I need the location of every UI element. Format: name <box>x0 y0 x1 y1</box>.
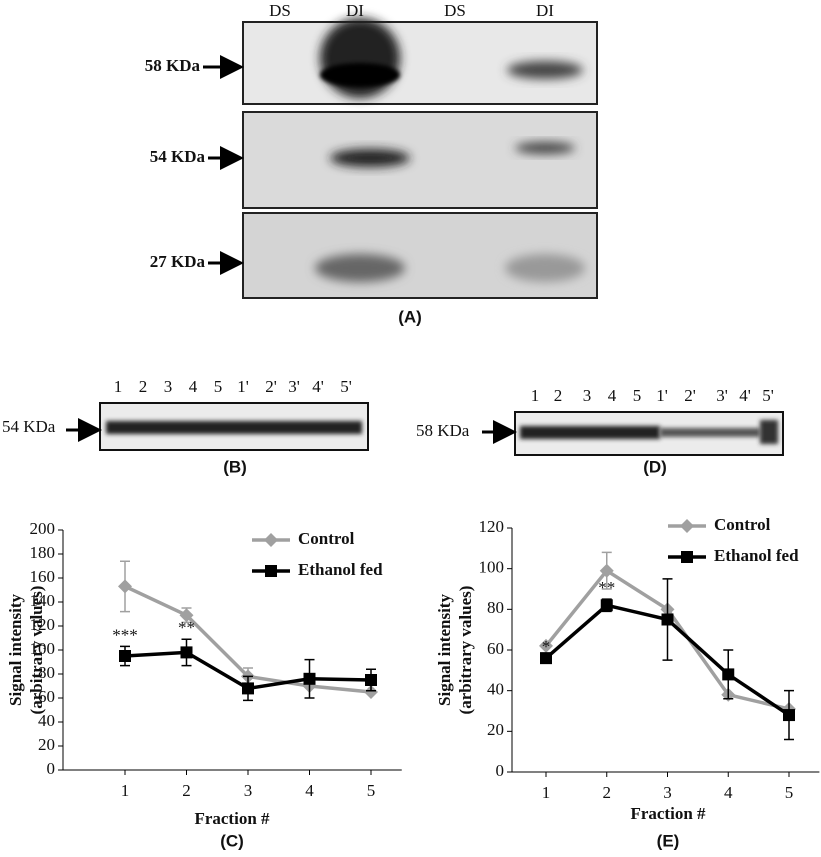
lane-label: 4 <box>608 386 617 405</box>
legend-label: Control <box>714 515 771 534</box>
panel-label: (A) <box>398 307 422 326</box>
legend-label: Ethanol fed <box>298 560 383 579</box>
blot-a <box>242 18 598 299</box>
y-tick-label: 100 <box>479 558 505 577</box>
data-point <box>722 668 735 681</box>
data-point <box>364 685 378 699</box>
x-tick-label: 2 <box>182 781 191 800</box>
chart-label: (C) <box>220 831 244 850</box>
x-tick-label: 1 <box>121 781 130 800</box>
y-tick-label: 80 <box>38 663 55 682</box>
data-point <box>365 674 377 686</box>
panel-label: (D) <box>643 457 667 476</box>
x-axis-label: Fraction # <box>630 804 706 823</box>
y-tick-label: 140 <box>30 591 56 610</box>
band-label: 54 KDa <box>150 147 206 166</box>
lane-label: 1 <box>114 377 123 396</box>
lane-label: 5 <box>633 386 642 405</box>
data-point <box>600 599 613 612</box>
x-tick-label: 2 <box>603 783 612 802</box>
annotation: *** <box>112 625 138 644</box>
legend-marker <box>264 533 278 547</box>
data-point <box>118 579 132 594</box>
lane-label: 5' <box>340 377 352 396</box>
lane-label: 5 <box>214 377 223 396</box>
annotation: * <box>542 637 551 656</box>
y-tick-label: 160 <box>30 567 56 586</box>
x-tick-label: 3 <box>663 783 672 802</box>
panel-label: (B) <box>223 457 247 476</box>
y-tick-label: 0 <box>47 759 56 778</box>
y-tick-label: 120 <box>30 615 56 634</box>
band-label: 54 KDa <box>2 417 56 436</box>
band-label: 27 KDa <box>150 252 206 271</box>
y-tick-label: 60 <box>38 687 55 706</box>
data-point <box>303 672 316 685</box>
data-point <box>783 709 795 722</box>
y-tick-label: 40 <box>487 680 504 699</box>
lane-label: 1' <box>656 386 668 405</box>
x-tick-label: 3 <box>244 781 253 800</box>
y-tick-label: 100 <box>30 639 56 658</box>
x-tick-label: 5 <box>367 781 376 800</box>
annotation: ** <box>178 618 195 637</box>
data-point <box>180 646 193 659</box>
lane-label: 5' <box>762 386 774 405</box>
y-axis-label: (arbitrary values) <box>27 586 46 715</box>
data-point <box>179 608 194 623</box>
band-label: 58 KDa <box>145 56 201 75</box>
lane-label: 3 <box>164 377 173 396</box>
data-point <box>661 613 674 626</box>
legend-label: Control <box>298 529 355 548</box>
lane-label: 4' <box>312 377 324 396</box>
blot-d <box>514 411 784 456</box>
y-tick-label: 20 <box>38 735 55 754</box>
lane-label: 4' <box>739 386 751 405</box>
y-axis-label: (arbitrary values) <box>456 586 475 715</box>
x-tick-label: 1 <box>542 783 551 802</box>
band-label: 58 KDa <box>416 421 470 440</box>
lane-label: 2' <box>684 386 696 405</box>
legend-label: Ethanol fed <box>714 546 799 565</box>
x-axis-label: Fraction # <box>194 809 270 828</box>
y-tick-label: 120 <box>479 517 505 536</box>
chart-label: (E) <box>657 831 680 850</box>
lane-label: 3' <box>716 386 728 405</box>
y-tick-label: 20 <box>487 720 504 739</box>
lane-label: 2 <box>139 377 148 396</box>
y-tick-label: 80 <box>487 598 504 617</box>
lane-label: 4 <box>189 377 198 396</box>
data-point <box>539 638 553 653</box>
lane-label: DS <box>269 1 291 20</box>
y-axis-label: Signal intensity <box>6 594 25 706</box>
lane-label: 2 <box>554 386 563 405</box>
data-point <box>242 682 254 695</box>
x-tick-label: 5 <box>785 783 794 802</box>
y-tick-label: 200 <box>30 519 56 538</box>
lane-label: 3 <box>583 386 592 405</box>
lane-label: 2' <box>265 377 277 396</box>
blot-b <box>99 402 369 451</box>
data-point <box>119 650 131 662</box>
y-tick-label: 0 <box>496 761 505 780</box>
lane-label: DS <box>444 1 466 20</box>
y-tick-label: 60 <box>487 639 504 658</box>
y-tick-label: 180 <box>30 543 56 562</box>
lane-label: 1' <box>237 377 249 396</box>
lane-label: DI <box>536 1 554 20</box>
x-tick-label: 4 <box>724 783 733 802</box>
y-tick-label: 40 <box>38 711 55 730</box>
annotation: ** <box>598 578 615 597</box>
lane-label: DI <box>346 1 364 20</box>
legend-marker <box>265 565 277 577</box>
legend-marker <box>680 519 694 533</box>
y-axis-label: Signal intensity <box>435 594 454 706</box>
data-point <box>599 563 614 578</box>
x-tick-label: 4 <box>305 781 314 800</box>
data-point <box>540 652 552 665</box>
lane-label: 1 <box>531 386 540 405</box>
legend-marker <box>681 551 693 563</box>
lane-label: 3' <box>288 377 300 396</box>
